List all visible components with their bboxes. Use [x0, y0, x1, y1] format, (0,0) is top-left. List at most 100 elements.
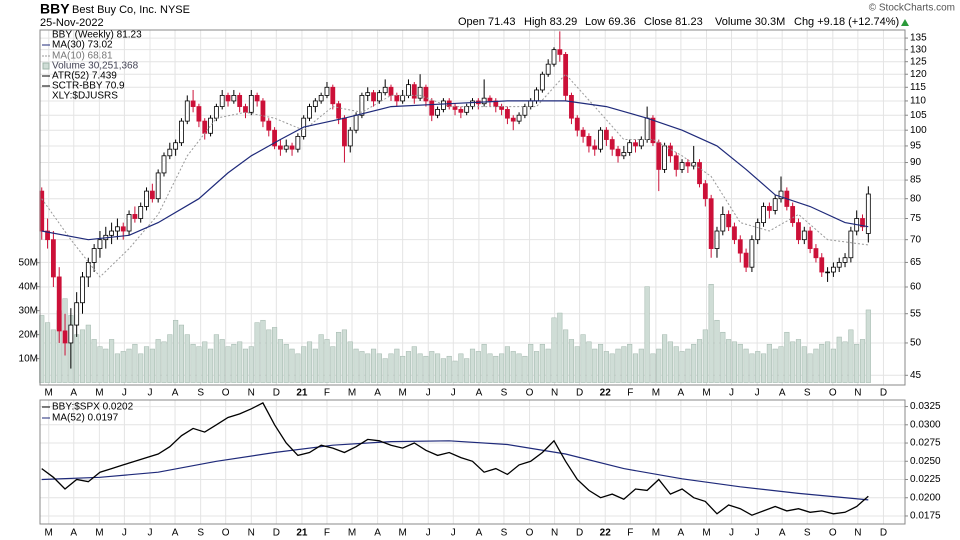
y-tick-label: 85 — [910, 175, 922, 186]
candle-body — [522, 106, 528, 116]
candle-body — [62, 330, 68, 344]
candle-body — [91, 248, 97, 263]
x-tick-label: M — [702, 388, 710, 399]
volume-bar — [312, 348, 318, 383]
volume-bar — [644, 286, 650, 383]
x-tick-label: M — [398, 388, 406, 399]
x-tick-label: M — [348, 528, 356, 539]
x-tick-label: J — [451, 528, 456, 539]
candle-body — [248, 95, 254, 113]
candle-body — [423, 86, 429, 102]
x-tick-label: O — [526, 388, 534, 399]
ma30-line — [41, 100, 869, 241]
candle-body — [353, 114, 359, 131]
x-tick-label: A — [678, 388, 685, 399]
candle-body — [289, 145, 295, 150]
candle-body — [149, 190, 155, 200]
volume-bar — [242, 348, 249, 383]
candle-body — [307, 106, 312, 119]
legend-sector: XLY:$DJUSRS — [52, 91, 118, 102]
candle-body — [155, 172, 161, 200]
volume-bar — [208, 348, 214, 383]
candle-body — [510, 117, 516, 122]
up-arrow — [901, 19, 909, 26]
volume-tick-label: 50M — [19, 257, 38, 268]
volume-bar — [39, 315, 45, 383]
volume-bar — [126, 348, 132, 383]
candle-body — [697, 162, 702, 185]
candle-body — [627, 142, 633, 153]
volume-bar — [615, 348, 621, 383]
volume-bar — [423, 355, 429, 383]
volume-bar — [301, 346, 307, 383]
candle-body — [743, 252, 749, 268]
volume-bar — [504, 346, 510, 383]
volume-bar — [266, 329, 272, 383]
volume-bar — [149, 348, 155, 383]
volume-bar — [638, 348, 644, 383]
x-tick-label: S — [197, 388, 204, 399]
candle-body — [621, 152, 627, 157]
volume-bar — [103, 348, 109, 383]
volume-bar — [400, 355, 406, 383]
volume-bar — [499, 353, 505, 383]
candle-body — [638, 139, 644, 147]
volume-bar — [388, 353, 394, 383]
volume-bar — [598, 343, 604, 383]
volume-bar — [347, 341, 353, 383]
candle-body — [603, 129, 609, 140]
candle-body — [487, 97, 493, 102]
candle-body — [213, 106, 219, 119]
volume-bar — [667, 341, 673, 383]
volume-bar — [603, 351, 609, 383]
legend-ma10: MA(10) 68.81 — [52, 51, 113, 62]
candle-body — [813, 248, 819, 259]
volume-bar — [405, 351, 412, 383]
volume-bar — [819, 343, 825, 383]
x-tick-label: J — [755, 528, 760, 539]
x-tick-label: N — [248, 388, 255, 399]
candle-body — [237, 95, 243, 107]
x-tick-label: J — [451, 388, 456, 399]
volume-bar — [359, 351, 365, 383]
candle-body — [586, 135, 592, 147]
candle-body — [330, 86, 336, 105]
volume-bar — [464, 358, 470, 383]
candle-body — [184, 100, 190, 122]
candle-body — [726, 214, 732, 228]
volume-bar — [237, 341, 243, 383]
x-tick-label: O — [222, 388, 230, 399]
candle-body — [755, 222, 761, 241]
volume-bar — [353, 348, 359, 383]
candle-body — [132, 214, 138, 219]
volume-bar — [161, 341, 167, 383]
candle-body — [68, 324, 74, 344]
volume-bar — [173, 319, 179, 383]
volume-bar — [528, 343, 534, 383]
candle-body — [720, 214, 726, 232]
legend-sctr: SCTR-BBY 70.9 — [52, 81, 125, 92]
candle-body — [196, 106, 202, 122]
volume-bar — [120, 351, 126, 383]
volume-tick-label: 10M — [19, 353, 38, 364]
candle-body — [796, 222, 801, 241]
volume-bar — [429, 351, 435, 383]
candle-body — [56, 276, 62, 332]
volume-tick-label: 30M — [19, 305, 38, 316]
x-tick-label: M — [702, 528, 710, 539]
x-tick-label: 22 — [600, 388, 612, 399]
volume-bar — [475, 351, 481, 383]
legend-price: BBY (Weekly) 81.23 — [52, 30, 142, 41]
candle-body — [749, 239, 755, 268]
x-tick-label: 22 — [600, 528, 612, 539]
volume-bar — [650, 353, 656, 383]
volume-bar — [696, 339, 703, 383]
candle-body — [656, 142, 662, 170]
volume-bar — [842, 341, 848, 383]
candle-body — [400, 95, 406, 102]
candle-body — [138, 206, 144, 219]
candle-body — [737, 239, 743, 254]
volume-bar — [382, 358, 388, 383]
company: Best Buy Co, Inc. — [72, 4, 157, 16]
volume-bar — [487, 353, 493, 383]
